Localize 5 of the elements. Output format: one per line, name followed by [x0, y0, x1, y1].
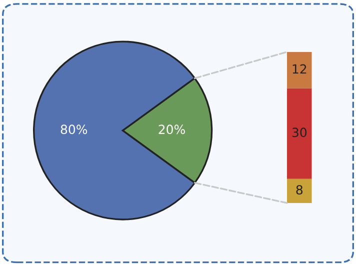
data-label: 8 [296, 185, 303, 195]
data-label: 30 [292, 128, 307, 138]
data-label: 12 [292, 64, 306, 74]
data-label: 20% [158, 124, 185, 134]
data-label: 80% [60, 124, 88, 134]
